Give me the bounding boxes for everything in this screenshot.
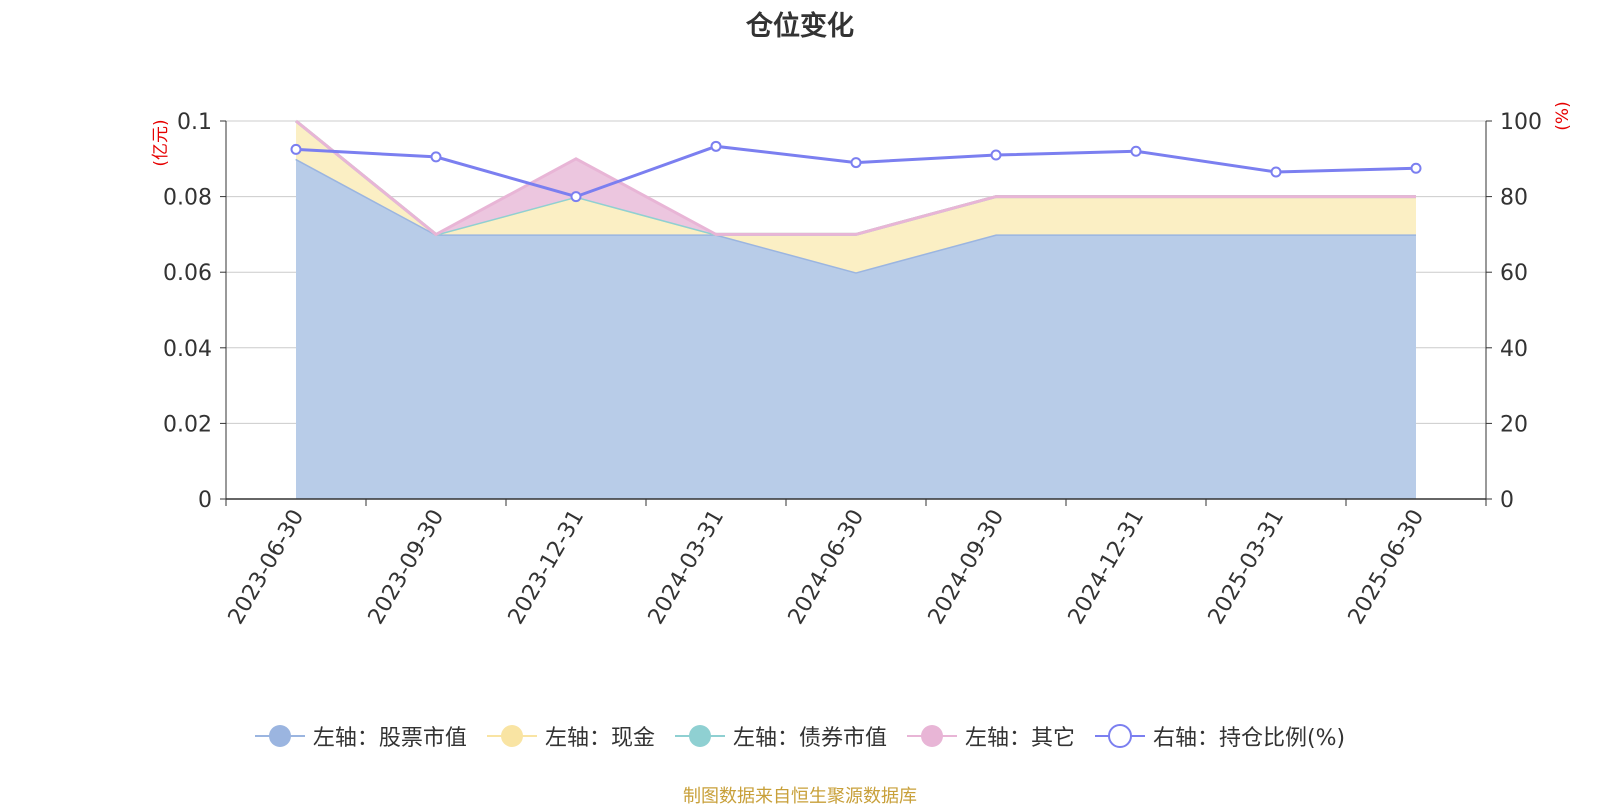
x-tick-label: 2024-06-30	[784, 506, 870, 629]
x-tick-label: 2023-06-30	[224, 506, 310, 629]
left-tick-label: 0	[198, 488, 212, 513]
holding-ratio-line	[290, 140, 1422, 203]
chart-title: 仓位变化	[746, 11, 854, 42]
ratio-point[interactable]	[1130, 145, 1142, 157]
legend-label: 左轴：股票市值	[312, 726, 467, 751]
legend-item[interactable]: 左轴：现金	[486, 720, 655, 752]
x-tick-label: 2023-09-30	[364, 506, 450, 629]
legend: 左轴：股票市值 左轴：现金 左轴：债券市值 左轴：其它 右轴：持仓比例(%)	[0, 720, 1600, 756]
x-tick-label: 2025-06-30	[1344, 506, 1430, 629]
ratio-point[interactable]	[850, 157, 862, 169]
legend-swatch-icon	[254, 725, 305, 747]
left-tick-label: 0.06	[163, 261, 212, 286]
ratio-point[interactable]	[1410, 162, 1422, 174]
area-series-edge-3	[295, 119, 1416, 237]
left-tick-label: 0.04	[163, 337, 212, 362]
right-tick-label: 0	[1500, 488, 1514, 513]
left-tick-label: 0.08	[163, 186, 212, 211]
legend-item[interactable]: 左轴：债券市值	[674, 720, 887, 752]
ratio-point[interactable]	[1270, 166, 1282, 178]
legend-item[interactable]: 左轴：股票市值	[254, 720, 467, 752]
legend-item[interactable]: 右轴：持仓比例(%)	[1094, 720, 1346, 752]
x-tick-label: 2024-09-30	[924, 506, 1010, 629]
right-tick-label: 100	[1500, 110, 1542, 135]
ratio-point[interactable]	[710, 140, 722, 152]
legend-label: 左轴：现金	[544, 726, 655, 751]
right-tick-label: 80	[1500, 186, 1528, 211]
right-axis-unit: (%)	[1553, 101, 1573, 130]
x-tick-label: 2025-03-31	[1204, 506, 1290, 629]
ratio-point[interactable]	[290, 143, 302, 155]
ratio-point[interactable]	[430, 151, 442, 163]
legend-swatch-icon	[486, 725, 537, 747]
left-tick-label: 0.1	[177, 110, 212, 135]
right-tick-label: 40	[1500, 337, 1528, 362]
legend-label: 左轴：其它	[964, 726, 1075, 751]
left-tick-label: 0.02	[163, 412, 212, 437]
legend-label: 右轴：持仓比例(%)	[1152, 726, 1346, 751]
area-series-0	[296, 158, 1416, 500]
stacked-areas	[295, 119, 1416, 500]
right-tick-label: 20	[1500, 412, 1528, 437]
legend-swatch-icon	[1094, 724, 1145, 748]
ratio-point[interactable]	[990, 149, 1002, 161]
left-axis-unit: (亿元)	[151, 119, 171, 166]
legend-swatch-icon	[906, 725, 957, 747]
x-tick-label: 2023-12-31	[504, 506, 590, 629]
x-tick-label: 2024-03-31	[644, 506, 730, 629]
legend-item[interactable]: 左轴：其它	[906, 720, 1075, 752]
ratio-point[interactable]	[570, 191, 582, 203]
legend-label: 左轴：债券市值	[732, 726, 887, 751]
ratio-line-path	[295, 144, 1417, 199]
right-tick-label: 60	[1500, 261, 1528, 286]
legend-swatch-icon	[674, 725, 725, 747]
source-note: 制图数据来自恒生聚源数据库	[683, 786, 917, 807]
x-tick-label: 2024-12-31	[1064, 506, 1150, 629]
